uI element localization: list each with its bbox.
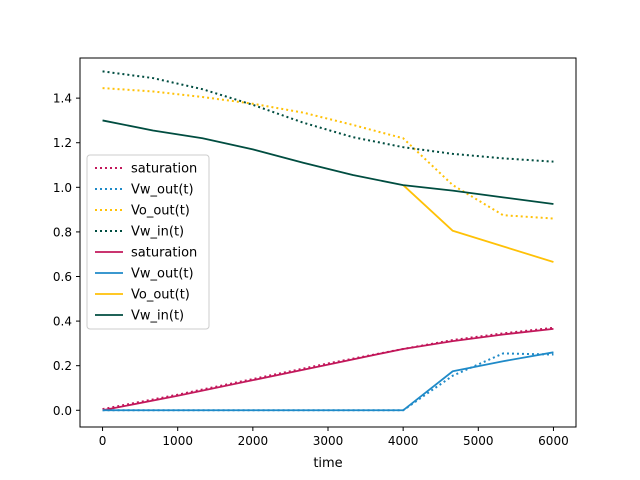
legend-label: Vw_in(t) — [131, 225, 184, 240]
series-line-dotted-vw-in-t- — [102, 70, 554, 163]
y-tick-label: 1.4 — [53, 92, 72, 106]
legend: saturationVw_out(t)Vo_out(t)Vw_in(t)satu… — [86, 154, 210, 330]
series-line-solid-saturation — [102, 328, 554, 412]
legend-box — [86, 154, 210, 330]
x-tick-label: 2000 — [238, 434, 269, 448]
legend-label: Vw_out(t) — [131, 183, 194, 198]
series-line-solid-vw-in-t- — [102, 119, 554, 205]
axes-layer: 0 1000 2000 3000 4000 5000 6000 0.0 0.2 0.4 0.6 0.8… — [53, 57, 577, 448]
y-tick-label: 0.6 — [53, 270, 72, 284]
x-tick-label: 4000 — [388, 434, 419, 448]
x-tick-label: 1000 — [162, 434, 193, 448]
y-tick-label: 1.2 — [53, 136, 72, 150]
legend-label: Vw_in(t) — [131, 309, 184, 324]
x-axis-title: time — [313, 456, 342, 471]
x-tick-label: 5000 — [463, 434, 494, 448]
series-line-solid-vw-out-t- — [102, 351, 554, 412]
legend-label: Vo_out(t) — [131, 204, 190, 219]
y-tick-label: 0.4 — [53, 315, 72, 329]
y-tick-label: 1.0 — [53, 181, 72, 195]
series-line-dotted-vw-out-t- — [102, 352, 554, 412]
legend-label: saturation — [131, 162, 197, 177]
x-tick-label: 3000 — [313, 434, 344, 448]
legend-label: Vo_out(t) — [131, 288, 190, 303]
y-tick-label: 0.0 — [53, 404, 72, 418]
series-layer — [102, 70, 554, 412]
series-line-dotted-vo-out-t- — [102, 87, 554, 220]
y-tick-label: 0.8 — [53, 225, 72, 239]
x-tick-label: 6000 — [538, 434, 569, 448]
legend-label: saturation — [131, 246, 197, 261]
legend-label: Vw_out(t) — [131, 267, 194, 282]
series-line-solid-vo-out-t- — [402, 184, 554, 263]
y-tick-label: 0.2 — [53, 359, 72, 373]
x-tick-label: 0 — [99, 434, 107, 448]
